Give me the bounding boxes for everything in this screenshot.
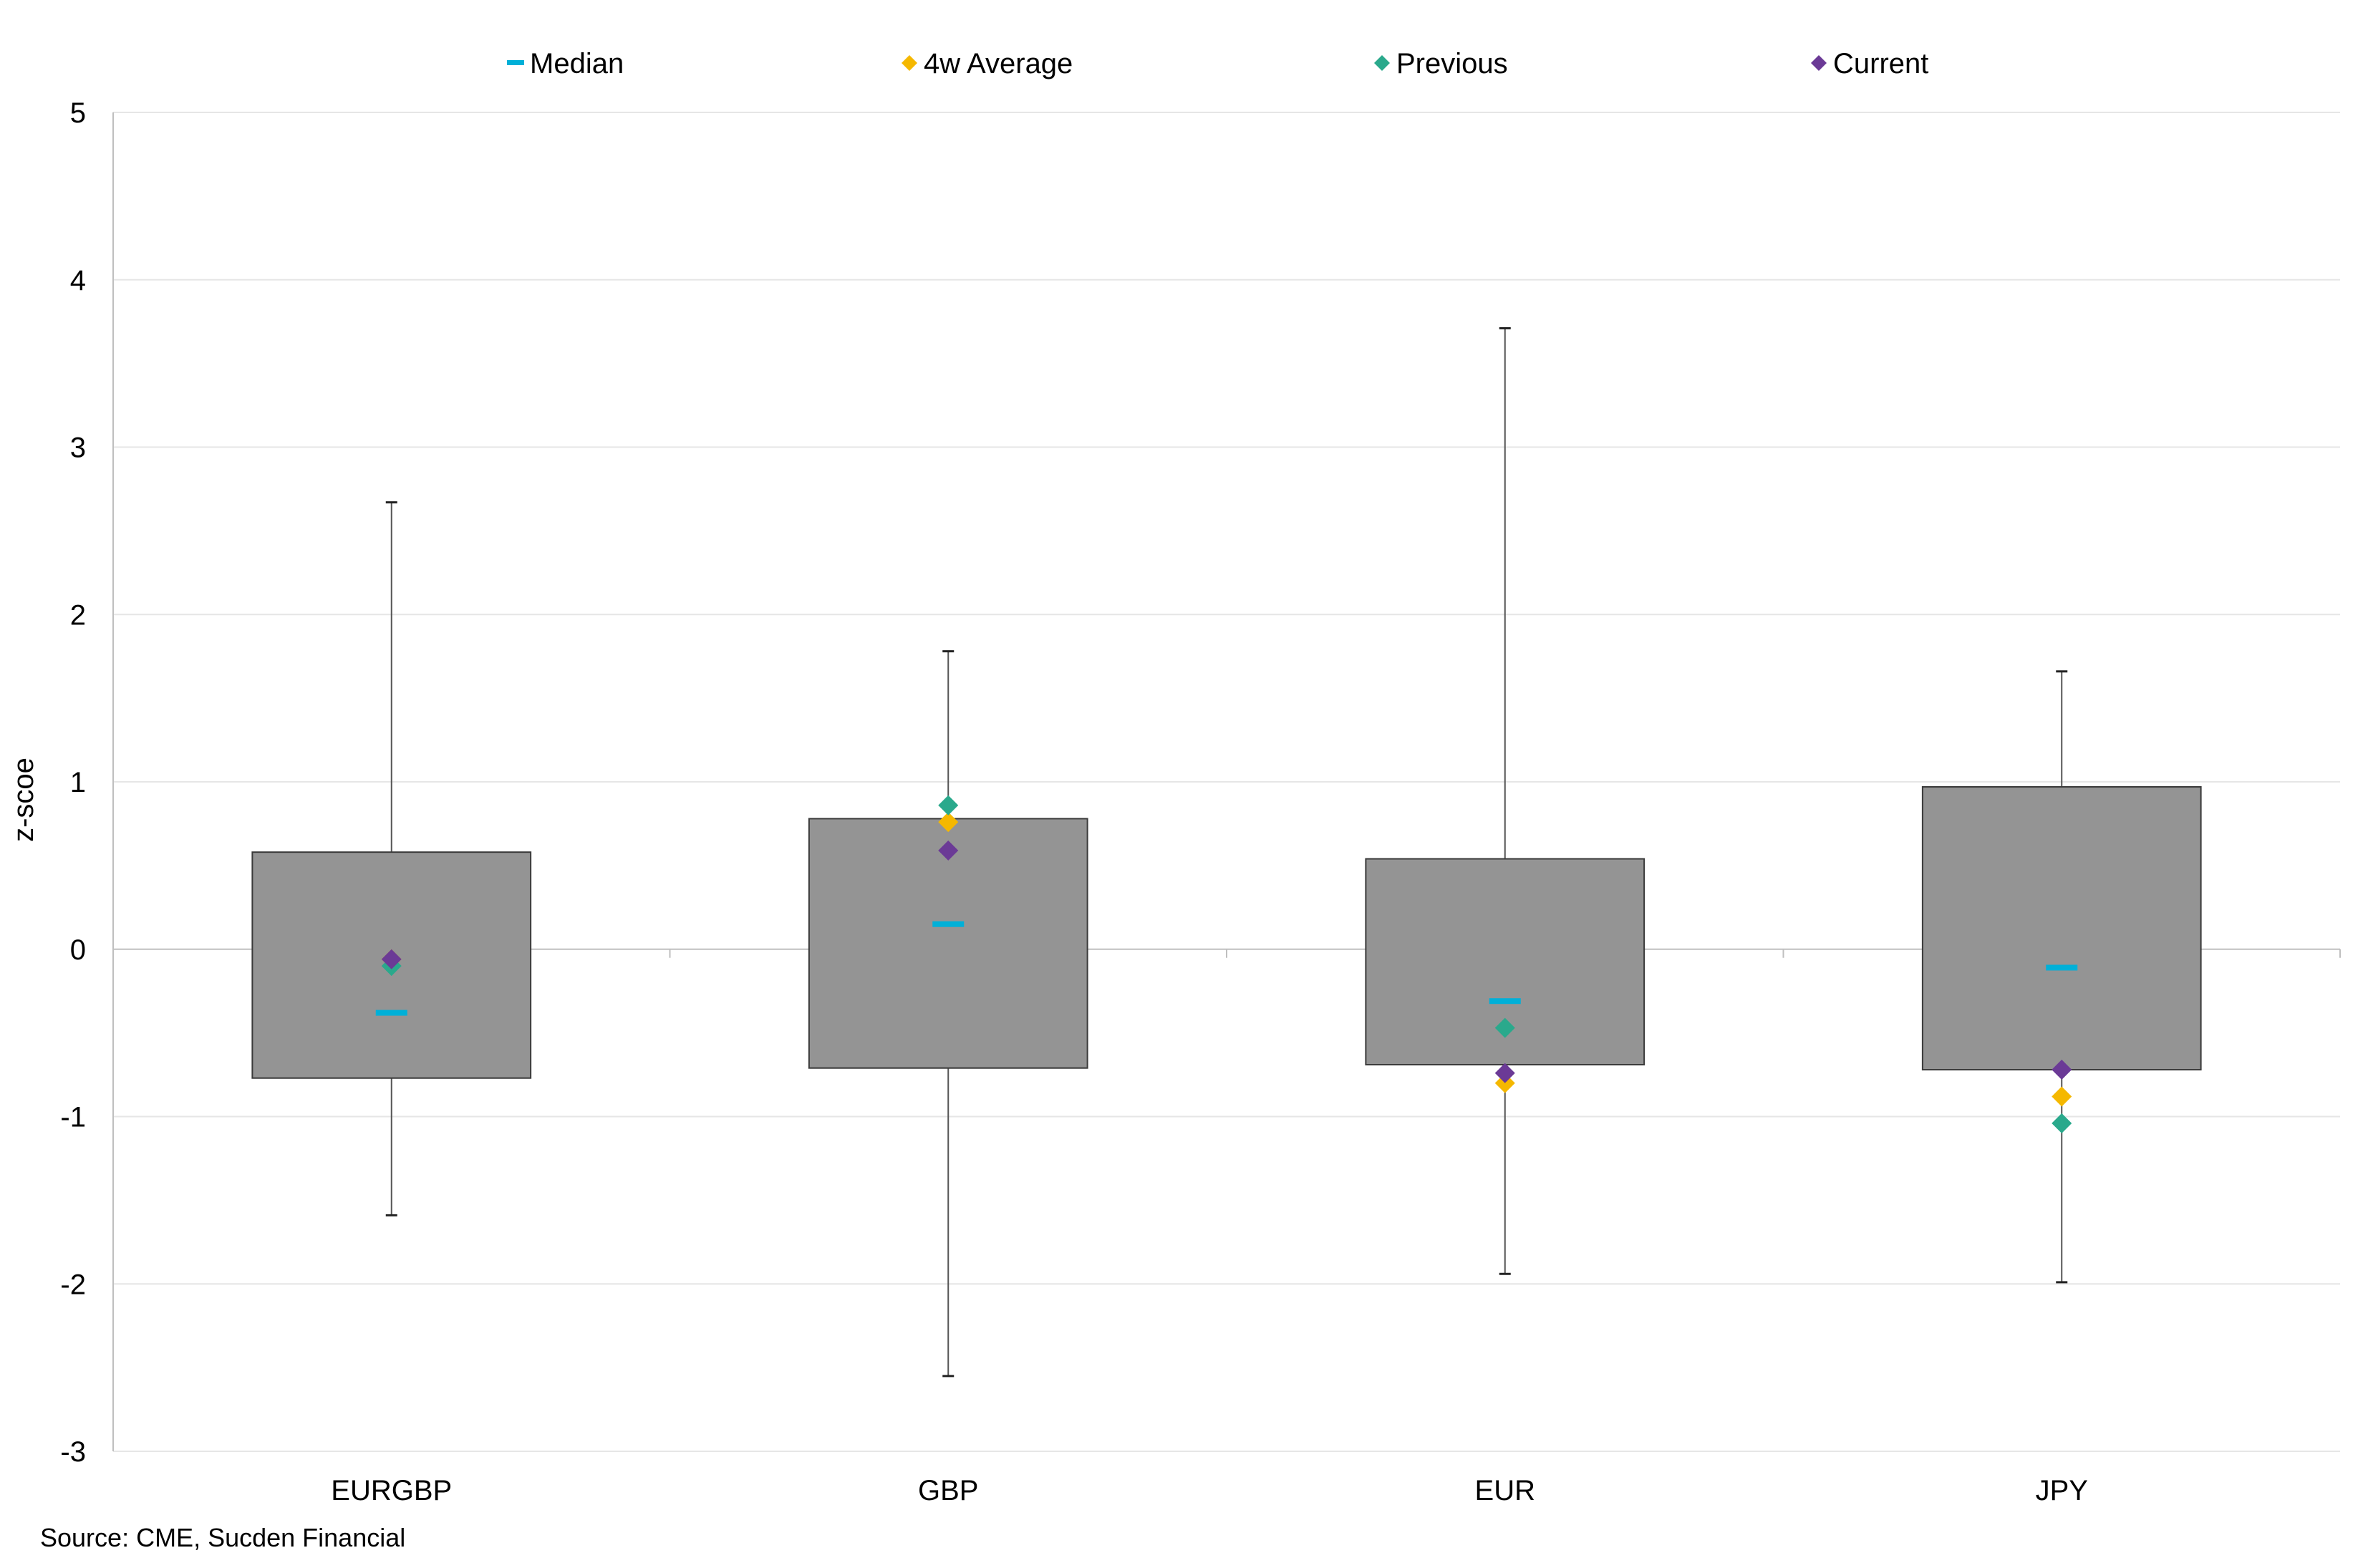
boxes	[251, 327, 2202, 1378]
point-marker	[2052, 1113, 2072, 1133]
y-tick-label: 0	[70, 934, 86, 966]
point-marker	[938, 812, 959, 833]
y-tick-label: 4	[70, 265, 86, 296]
point-marker	[1494, 1063, 1515, 1083]
legend-item: Previous	[1374, 48, 1508, 79]
x-category-label: EUR	[1475, 1475, 1535, 1506]
y-tick-label: 2	[70, 599, 86, 631]
median-marker	[1489, 998, 1521, 1005]
legend-label: 4w Average	[924, 48, 1073, 79]
median-marker	[932, 921, 965, 927]
x-category-label: GBP	[918, 1475, 978, 1506]
legend-swatch-diamond	[1811, 55, 1827, 71]
y-tick-label: 1	[70, 767, 86, 798]
markers	[375, 795, 2078, 1133]
legend: Median 4w Average Previous Current	[507, 48, 1928, 79]
point-marker	[938, 795, 959, 816]
legend-swatch-diamond	[1374, 55, 1390, 71]
legend-item: Current	[1811, 48, 1928, 79]
y-tick-label: 3	[70, 432, 86, 464]
gridlines	[113, 112, 2340, 1452]
legend-label: Median	[530, 48, 624, 79]
point-marker	[1494, 1073, 1515, 1093]
point-marker	[2052, 1060, 2072, 1080]
y-axis-title: z-scoe	[8, 758, 39, 842]
legend-item: Median	[507, 48, 624, 79]
y-tick-label: -1	[60, 1102, 86, 1133]
legend-label: Previous	[1396, 48, 1508, 79]
point-marker	[938, 840, 959, 861]
source-note: Source: CME, Sucden Financial	[40, 1523, 405, 1552]
point-marker	[1494, 1017, 1515, 1038]
point-marker	[2052, 1086, 2072, 1107]
box-iqr	[1921, 786, 2202, 1071]
y-tick-label: -2	[60, 1269, 86, 1300]
y-tick-label: 5	[70, 97, 86, 129]
legend-swatch-dash	[507, 60, 524, 65]
x-category-label: EURGBP	[331, 1475, 452, 1506]
x-category-label: JPY	[2036, 1475, 2088, 1506]
y-tick-label: -3	[60, 1436, 86, 1468]
point-marker	[381, 949, 402, 969]
legend-label: Current	[1833, 48, 1928, 79]
legend-swatch-diamond	[902, 55, 917, 71]
median-marker	[2046, 964, 2078, 971]
axis-labels: 5 4 3 2 1 0 -1 -2 -3 EURGBP GBP EUR JPY	[60, 97, 2088, 1506]
median-marker	[375, 1010, 407, 1016]
legend-item: 4w Average	[902, 48, 1073, 79]
